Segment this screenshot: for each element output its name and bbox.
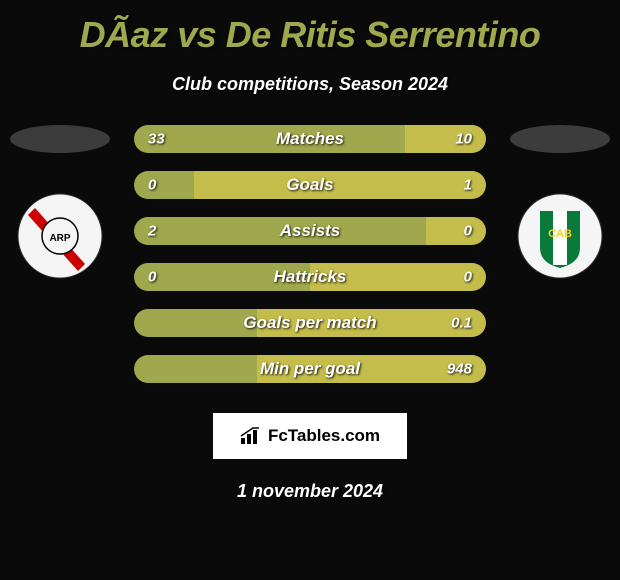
stat-bar-right — [405, 125, 486, 153]
stat-value-right: 1 — [464, 177, 472, 194]
stat-value-left: 0 — [148, 269, 156, 286]
left-player-placeholder — [10, 125, 110, 153]
stat-label: Min per goal — [260, 359, 360, 379]
stat-value-left: 0 — [148, 177, 156, 194]
stat-label: Goals — [286, 175, 333, 195]
left-player-col: ARP — [0, 125, 120, 279]
branding-box: FcTables.com — [213, 413, 407, 459]
stat-value-right: 10 — [455, 131, 472, 148]
stat-bar-right — [426, 217, 486, 245]
left-club-badge: ARP — [10, 193, 110, 279]
svg-text:ARP: ARP — [49, 233, 70, 244]
stat-row: Goals 0 1 — [134, 171, 486, 199]
stat-value-right: 0 — [464, 269, 472, 286]
stat-label: Matches — [276, 129, 344, 149]
stat-value-right: 0 — [464, 223, 472, 240]
date-line: 1 november 2024 — [0, 481, 620, 502]
stat-label: Hattricks — [274, 267, 347, 287]
svg-text:CAB: CAB — [548, 228, 572, 240]
stat-value-left: 2 — [148, 223, 156, 240]
stats-bars: Matches3310Goals01Assists20Hattricks00Go… — [120, 125, 500, 383]
stat-bar-left — [134, 309, 257, 337]
comparison-title: DÃ­az vs De Ritis Serrentino — [0, 0, 620, 56]
stat-row: Hattricks 0 0 — [134, 263, 486, 291]
stat-value-left: 33 — [148, 131, 165, 148]
stat-label: Assists — [280, 221, 340, 241]
chart-icon — [240, 427, 262, 445]
stat-bar-right — [194, 171, 486, 199]
right-club-badge: CAB — [510, 193, 610, 279]
stat-row: Min per goal 948 — [134, 355, 486, 383]
stat-bar-left — [134, 355, 257, 383]
stat-bar-left — [134, 171, 194, 199]
stat-row: Assists 2 0 — [134, 217, 486, 245]
river-plate-badge-icon: ARP — [10, 193, 110, 279]
comparison-wrap: ARP Matches3310Goals01Assists20Hattricks… — [0, 125, 620, 383]
banfield-badge-icon: CAB — [510, 193, 610, 279]
comparison-subtitle: Club competitions, Season 2024 — [0, 74, 620, 95]
right-player-col: CAB — [500, 125, 620, 279]
stat-row: Matches 33 10 — [134, 125, 486, 153]
stat-label: Goals per match — [243, 313, 376, 333]
stat-bar-left — [134, 125, 405, 153]
stat-row: Goals per match 0.1 — [134, 309, 486, 337]
right-player-placeholder — [510, 125, 610, 153]
branding-text: FcTables.com — [268, 426, 380, 446]
stat-value-right: 948 — [447, 361, 472, 378]
stat-value-right: 0.1 — [451, 315, 472, 332]
